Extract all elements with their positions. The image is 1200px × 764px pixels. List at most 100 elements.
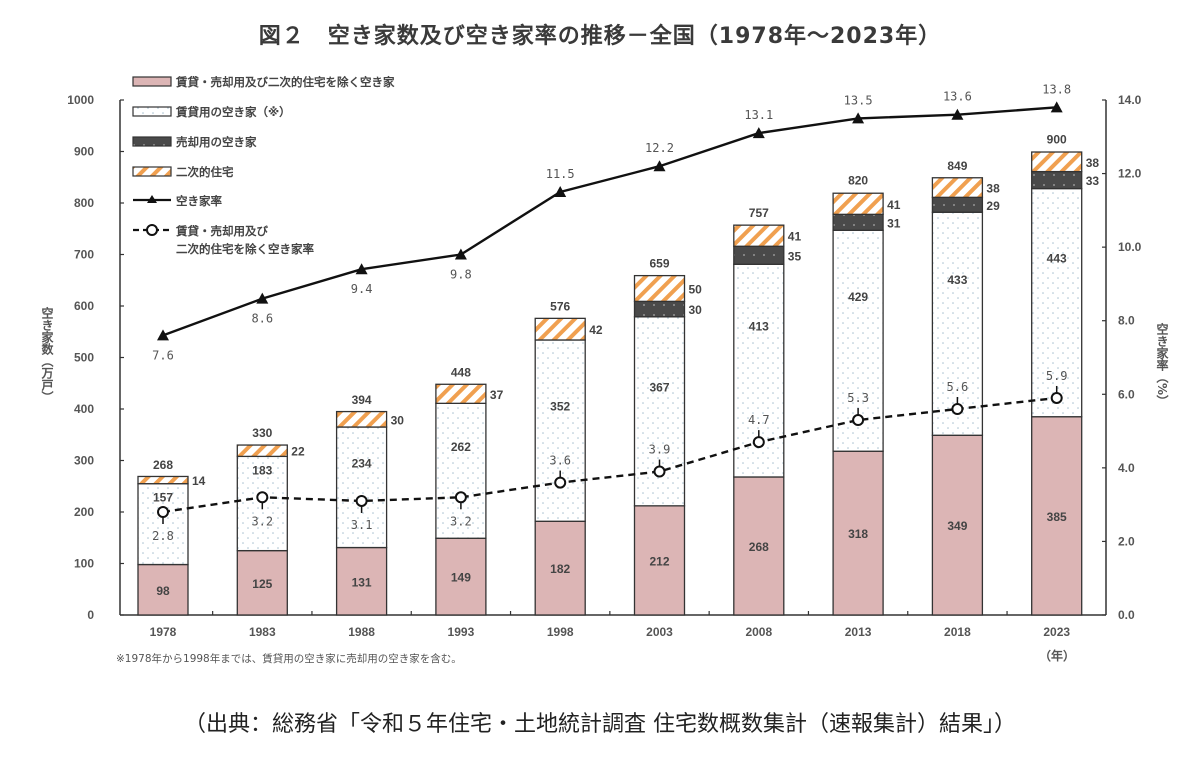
vacancy-rate-label: 9.4: [351, 282, 373, 296]
data-label-secondary: 42: [589, 323, 603, 337]
data-label-other-vacant: 98: [156, 584, 170, 598]
other-vacancy-rate-marker: [951, 403, 964, 415]
data-label-for-sale: 31: [887, 216, 901, 230]
other-vacancy-rate-marker: [1050, 391, 1063, 404]
data-label-rental: 234: [352, 456, 372, 470]
other-vacancy-rate-label: 3.1: [351, 518, 373, 532]
bar-other-vacant: [733, 476, 785, 616]
other-vacancy-rate-line: [162, 396, 1057, 514]
footnote: ※1978年から1998年までは、賃貸用の空き家に売却用の空き家を含む。: [116, 653, 462, 665]
x-tick-label: 1978: [150, 625, 177, 639]
x-tick-label: 1993: [448, 625, 475, 639]
vacancy-rate-marker: [752, 127, 765, 139]
legend-item-other-vacant: 賃貸・売却用及び二次的住宅を除く空き家: [132, 75, 395, 89]
vacancy-rate-label: 9.8: [450, 268, 472, 282]
data-label-secondary: 41: [788, 230, 802, 244]
vacancy-rate-marker: [256, 292, 269, 304]
bar-secondary: [236, 444, 288, 458]
y2-tick-label: 0.0: [1118, 608, 1135, 622]
bar-secondary: [931, 177, 984, 198]
bar-for-sale: [1031, 170, 1083, 190]
data-label-total: 849: [947, 159, 967, 173]
bar-other-vacant: [633, 505, 686, 616]
bar-other-vacant: [335, 546, 388, 616]
y2-tick-label: 2.0: [1118, 534, 1135, 548]
data-label-total: 820: [848, 174, 868, 188]
other-vacancy-rate-marker: [554, 476, 567, 489]
legend-item-vacancy-rate: 空き家率: [133, 194, 222, 208]
data-label-for-sale: 35: [788, 249, 802, 263]
bar-secondary: [733, 224, 785, 247]
vacancy-rate-marker: [852, 112, 865, 124]
bar-stack-2023: 385 443 33 38 900: [1031, 133, 1100, 616]
other-vacancy-rate-label: 4.7: [748, 413, 770, 427]
bar-secondary: [1031, 151, 1083, 173]
other-vacancy-rate-label: 2.8: [152, 529, 174, 543]
x-tick-label: 1998: [547, 625, 574, 639]
data-label-other-vacant: 212: [649, 554, 669, 568]
other-vacancy-rate-label: 5.3: [847, 391, 869, 405]
bar-stack-1998: 182 352 42 576: [534, 299, 603, 616]
data-label-rental: 443: [1047, 252, 1067, 266]
svg-text:二次的住宅を除く空き家率: 二次的住宅を除く空き家率: [176, 242, 314, 256]
data-label-total: 448: [451, 365, 471, 379]
other-vacancy-rate-label: 5.9: [1046, 369, 1068, 383]
legend: 賃貸・売却用及び二次的住宅を除く空き家 賃貸用の空き家（※） 売却用の空き家 二…: [132, 75, 395, 256]
other-vacancy-rate-marker: [852, 414, 865, 427]
data-label-for-sale: 29: [986, 199, 1000, 213]
vacancy-rate-label: 7.6: [152, 348, 174, 362]
vacancy-rate-line: [162, 106, 1057, 337]
data-label-secondary: 14: [192, 474, 206, 488]
other-vacancy-rate-marker: [653, 465, 666, 478]
svg-text:二次的住宅: 二次的住宅: [176, 165, 234, 179]
other-vacancy-rate-marker: [157, 506, 169, 518]
data-label-total: 268: [153, 458, 173, 472]
vacancy-rate-label: 13.1: [744, 108, 773, 122]
data-label-secondary: 22: [291, 445, 305, 459]
x-tick-label: 2008: [745, 625, 772, 639]
svg-text:空き家率: 空き家率: [176, 194, 222, 208]
x-tick-label: 2018: [944, 625, 971, 639]
bar-rental: [435, 402, 487, 539]
other-vacancy-rate-label: 5.6: [947, 380, 969, 394]
bar-rental: [137, 483, 189, 566]
y2-tick-label: 6.0: [1118, 387, 1135, 401]
legend-item-secondary: 二次的住宅: [132, 165, 234, 179]
y-tick-label: 500: [74, 351, 94, 365]
vacancy-rate-label: 8.6: [251, 312, 273, 326]
data-label-total: 330: [252, 426, 272, 440]
data-label-other-vacant: 182: [550, 562, 570, 576]
bar-stack-2013: 318 429 31 41 820: [832, 174, 901, 616]
other-vacancy-rate-marker: [355, 494, 368, 507]
data-label-secondary: 50: [689, 282, 703, 296]
y-axis-title: 空き家数（万戸）: [40, 306, 54, 403]
data-label-other-vacant: 268: [749, 540, 769, 554]
other-vacancy-rate-marker: [454, 491, 467, 504]
bar-stack-1978: 98 157 14 268: [137, 458, 206, 616]
bar-secondary: [137, 475, 189, 485]
y2-tick-label: 8.0: [1118, 314, 1135, 328]
bar-secondary: [435, 383, 487, 404]
data-label-secondary: 30: [391, 413, 405, 427]
bar-rental: [335, 426, 388, 549]
chart: 0 100 200 300 400 500 600 700 800 900 1000 0.0 2.0 4…: [40, 75, 1169, 663]
bar-stack-2003: 212 367 30 50 659: [633, 257, 703, 616]
y2-tick-label: 4.0: [1118, 461, 1135, 475]
y-tick-label: 400: [74, 402, 94, 416]
bar-stack-2018: 349 433 29 38 849: [931, 159, 1000, 616]
bar-stack-1993: 149 262 37 448: [435, 365, 504, 616]
data-label-for-sale: 33: [1086, 174, 1100, 188]
vacancy-rate-marker: [454, 248, 467, 260]
data-label-other-vacant: 318: [848, 527, 868, 541]
chart-title: 図２ 空き家数及び空き家率の推移－全国（1978年～2023年）: [258, 24, 942, 49]
data-label-total: 576: [550, 299, 570, 313]
vacancy-rate-marker: [653, 160, 666, 172]
bar-for-sale: [733, 245, 785, 265]
svg-text:賃貸用の空き家（※）: 賃貸用の空き家（※）: [175, 105, 291, 119]
bar-for-sale: [633, 300, 686, 318]
data-label-rental: 262: [451, 440, 471, 454]
y2-tick-label: 12.0: [1118, 167, 1142, 181]
bar-rental: [534, 339, 586, 522]
data-label-rental: 183: [252, 463, 272, 477]
data-label-rental: 157: [153, 491, 173, 505]
